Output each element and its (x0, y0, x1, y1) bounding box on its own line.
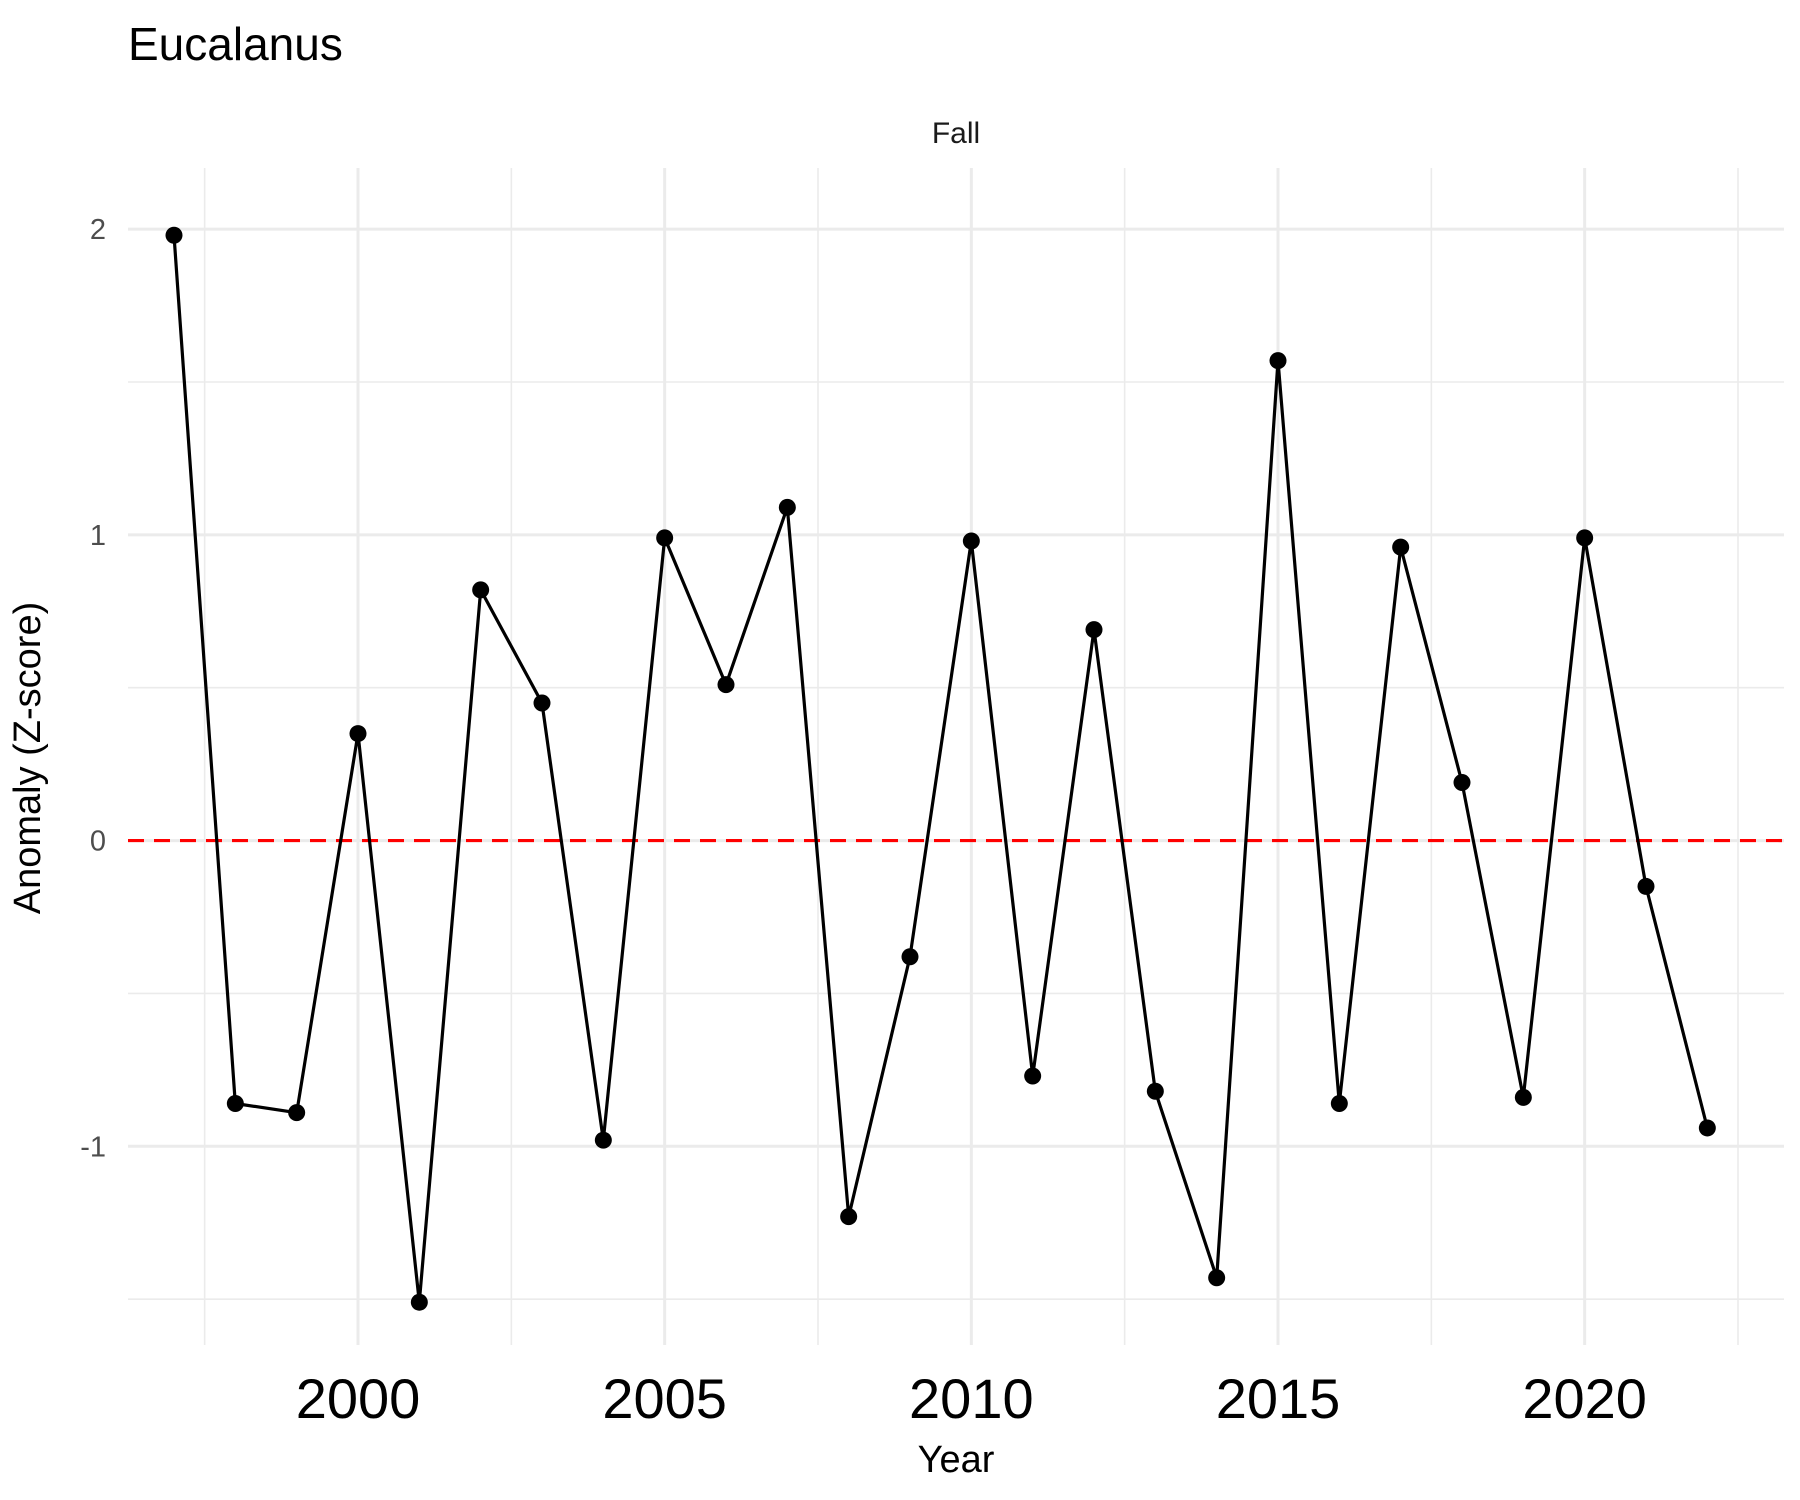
major-gridlines (128, 168, 1784, 1345)
x-axis-ticks: 2000 2005 2010 2015 2020 (296, 1367, 1647, 1430)
data-point-2007 (778, 498, 796, 516)
data-point-2022 (1698, 1119, 1716, 1137)
y-axis-label: Anomaly (Z-score) (7, 602, 49, 915)
data-point-2013 (1146, 1082, 1164, 1100)
facet-label: Fall (932, 117, 980, 150)
series-line-0 (172, 235, 1709, 1304)
data-point-1999 (288, 1104, 306, 1122)
y-tick-label-2: 1 (90, 520, 106, 552)
data-point-2004 (594, 1131, 612, 1149)
chart-title: Eucalanus (128, 18, 343, 70)
data-point-2020 (1576, 529, 1594, 547)
x-tick-label-4: 2020 (1522, 1367, 1647, 1430)
data-point-2008 (840, 1208, 858, 1226)
y-tick-label-0: -1 (80, 1131, 106, 1163)
data-point-2014 (1208, 1269, 1226, 1287)
x-axis-label: Year (918, 1439, 995, 1481)
data-point-1998 (226, 1094, 244, 1112)
y-tick-label-3: 2 (90, 214, 106, 246)
data-point-2001 (410, 1293, 428, 1311)
data-point-2006 (717, 676, 735, 694)
data-point-2021 (1637, 877, 1655, 895)
data-point-2002 (472, 581, 490, 599)
data-point-2010 (962, 532, 980, 550)
minor-gridlines (128, 168, 1784, 1345)
series-group (165, 226, 1716, 1311)
data-point-2005 (656, 529, 674, 547)
data-point-2012 (1085, 621, 1103, 639)
data-point-2018 (1453, 773, 1471, 791)
data-point-2017 (1392, 538, 1410, 556)
data-point-2016 (1330, 1094, 1348, 1112)
x-tick-label-1: 2005 (602, 1367, 727, 1430)
x-tick-label-3: 2015 (1216, 1367, 1341, 1430)
data-point-2019 (1514, 1088, 1532, 1106)
data-point-2015 (1269, 352, 1287, 370)
data-point-2011 (1024, 1067, 1042, 1085)
data-point-2003 (533, 694, 551, 712)
y-axis-ticks: -1 0 1 2 (80, 214, 106, 1163)
data-point-1997 (165, 226, 183, 244)
x-tick-label-0: 2000 (296, 1367, 421, 1430)
y-tick-label-1: 0 (90, 826, 106, 858)
data-point-2000 (349, 725, 367, 743)
x-tick-label-2: 2010 (909, 1367, 1034, 1430)
data-point-2009 (901, 948, 919, 966)
